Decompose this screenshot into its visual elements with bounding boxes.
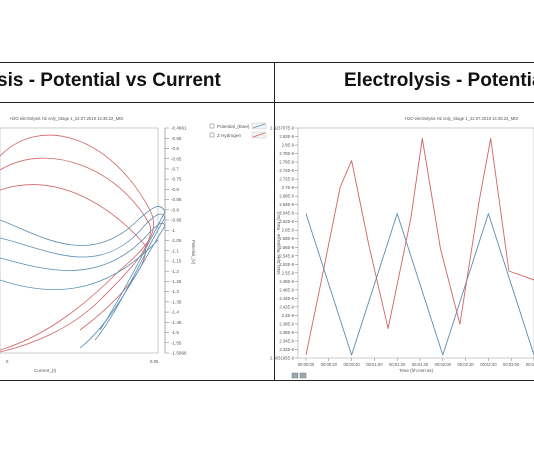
left-y-tick-label: -0.4961 bbox=[171, 126, 187, 131]
right-y-tick-label: 2.823707E-9 bbox=[270, 126, 295, 131]
left-y-tick-label: -0.55 bbox=[171, 136, 182, 141]
right-y-tick-label: 2.72E-9 bbox=[279, 177, 294, 182]
left-y-tick-label: -1.35 bbox=[171, 299, 182, 304]
right-x-tick-label: 00:00:00 bbox=[298, 362, 315, 367]
right-y-tick-label: 2.76E-9 bbox=[279, 160, 294, 165]
right-y-tick-label: 2.82E-9 bbox=[279, 134, 294, 139]
left-plot-area bbox=[0, 127, 159, 354]
right-y-tick-label: 2.44E-9 bbox=[279, 296, 294, 301]
right-y-tick-label: 2.68E-9 bbox=[279, 194, 294, 199]
left-y-tick-label: -1.25 bbox=[171, 279, 182, 284]
right-x-tick-label: 00:03:00 bbox=[503, 362, 520, 367]
left-y-tick-label: -1.5 bbox=[171, 330, 179, 335]
right-plot-area bbox=[297, 127, 534, 359]
right-y-tick-label: 2.5E-9 bbox=[282, 270, 295, 275]
right-x-tick-label: 00:02:00 bbox=[435, 362, 452, 367]
left-y-tick-label: -0.65 bbox=[171, 156, 182, 161]
right-x-tick-label: 00:03:20 bbox=[526, 362, 534, 367]
left-y-tick-label: -1.55 bbox=[171, 340, 182, 345]
red-loop-mid bbox=[0, 157, 152, 353]
left-y-tick-label: -0.6 bbox=[171, 146, 179, 151]
left-y-tick-label: -1.05 bbox=[171, 238, 182, 243]
title-bar: sis - Potential vs Current Electrolysis … bbox=[0, 62, 534, 103]
right-y-tick-label: 2.64E-9 bbox=[279, 211, 294, 216]
right-x-tick-label: 00:00:40 bbox=[343, 362, 360, 367]
right-y-tick-label: 2.46E-9 bbox=[279, 287, 294, 292]
right-panel-title: Electrolysis - Potential bbox=[344, 70, 534, 91]
right-x-tick-label: 00:00:20 bbox=[321, 362, 338, 367]
left-y-axis-label: Potential_(V) bbox=[191, 240, 196, 265]
left-y-tick-label: -1.1 bbox=[171, 248, 179, 253]
pan-icon bbox=[299, 372, 307, 379]
legend-swatch-line bbox=[252, 123, 266, 129]
left-x-tick-label: 0 bbox=[6, 359, 9, 364]
panel-divider bbox=[274, 62, 275, 380]
right-y-tick-label: 2.8E-9 bbox=[282, 143, 295, 148]
left-y-tick-label: -1.4 bbox=[171, 310, 179, 315]
left-y-tick-label: -0.85 bbox=[171, 197, 182, 202]
left-x-tick-label: 0.05 bbox=[150, 359, 159, 364]
right-y-tick-label: 2.34E-9 bbox=[279, 338, 294, 343]
left-y-tick-label: -1.2 bbox=[171, 269, 179, 274]
left-y-tick-label: -0.95 bbox=[171, 218, 182, 223]
right-x-tick-label: 00:01:00 bbox=[366, 362, 383, 367]
right-y-tick-label: 2.38E-9 bbox=[279, 321, 294, 326]
right-y-tick-label: 2.303195E-9 bbox=[270, 356, 295, 361]
left-y-tick-label: -1.45 bbox=[171, 320, 182, 325]
blue-loop-3 bbox=[0, 222, 166, 349]
right-x-tick-label: 00:01:40 bbox=[412, 362, 429, 367]
right-y-tick-label: 2.54E-9 bbox=[279, 253, 294, 258]
legend-swatch-line bbox=[252, 132, 266, 138]
left-y-tick-label: -1.15 bbox=[171, 259, 182, 264]
right-y-tick-label: 2.6E-9 bbox=[282, 228, 295, 233]
blue-loop-1 bbox=[0, 206, 166, 331]
right-x-tick-label: 00:02:40 bbox=[480, 362, 497, 367]
right-y-tick-label: 2.48E-9 bbox=[279, 279, 294, 284]
right-y-tick-label: 2.66E-9 bbox=[279, 202, 294, 207]
top-rule bbox=[0, 62, 534, 63]
left-y-tick-label: -1.3 bbox=[171, 289, 179, 294]
left-x-axis-label: Current_(I) bbox=[34, 368, 57, 373]
legend-label: Z Hydrogen bbox=[217, 133, 241, 138]
left-y-tick-label: -0.8 bbox=[171, 187, 179, 192]
right-x-axis-label: Time (hh:mm:ss) bbox=[399, 368, 434, 373]
zoom-icon bbox=[291, 372, 299, 379]
right-series-red bbox=[305, 138, 534, 356]
right-y-tick-label: 2.52E-9 bbox=[279, 262, 294, 267]
legend-checkbox bbox=[209, 123, 215, 129]
blue-loop-2 bbox=[0, 213, 166, 341]
left-y-tick-label: -1.5966 bbox=[171, 351, 187, 356]
right-y-tick-label: 2.56E-9 bbox=[279, 245, 294, 250]
right-y-tick-label: 2.32E-9 bbox=[279, 347, 294, 352]
legend-checkbox bbox=[209, 132, 215, 138]
red-loop-outer bbox=[0, 134, 155, 351]
right-y-tick-label: 2.62E-9 bbox=[279, 219, 294, 224]
blue-loop-4 bbox=[0, 239, 159, 290]
right-y-tick-label: 2.58E-9 bbox=[279, 236, 294, 241]
right-series-blue bbox=[305, 213, 534, 356]
right-y-tick-label: 2.4E-9 bbox=[282, 313, 295, 318]
right-chart-title: H2O electrolysis H2 only_Stage 1_22.07.2… bbox=[405, 116, 518, 121]
right-y-tick-label: 2.78E-9 bbox=[279, 151, 294, 156]
right-y-tick-label: 2.36E-9 bbox=[279, 330, 294, 335]
right-y-axis-label: Mass Spec Response - Raw (torr) bbox=[276, 211, 281, 275]
left-chart-title: H2O electrolysis H2 only_Stage 1_22.07.2… bbox=[10, 116, 123, 121]
left-y-tick-label: -0.75 bbox=[171, 177, 182, 182]
right-x-tick-label: 00:01:20 bbox=[389, 362, 406, 367]
legend-label: Potential_(Ewe) bbox=[217, 124, 250, 129]
left-panel-title: sis - Potential vs Current bbox=[0, 70, 221, 91]
right-y-tick-label: 2.74E-9 bbox=[279, 168, 294, 173]
left-y-tick-label: -1 bbox=[171, 228, 176, 233]
left-y-tick-label: -0.9 bbox=[171, 207, 179, 212]
right-y-tick-label: 2.7E-9 bbox=[282, 185, 295, 190]
right-x-tick-label: 00:02:20 bbox=[457, 362, 474, 367]
left-y-tick-label: -0.7 bbox=[171, 167, 179, 172]
right-y-tick-label: 2.42E-9 bbox=[279, 304, 294, 309]
bottom-rule bbox=[0, 380, 534, 381]
